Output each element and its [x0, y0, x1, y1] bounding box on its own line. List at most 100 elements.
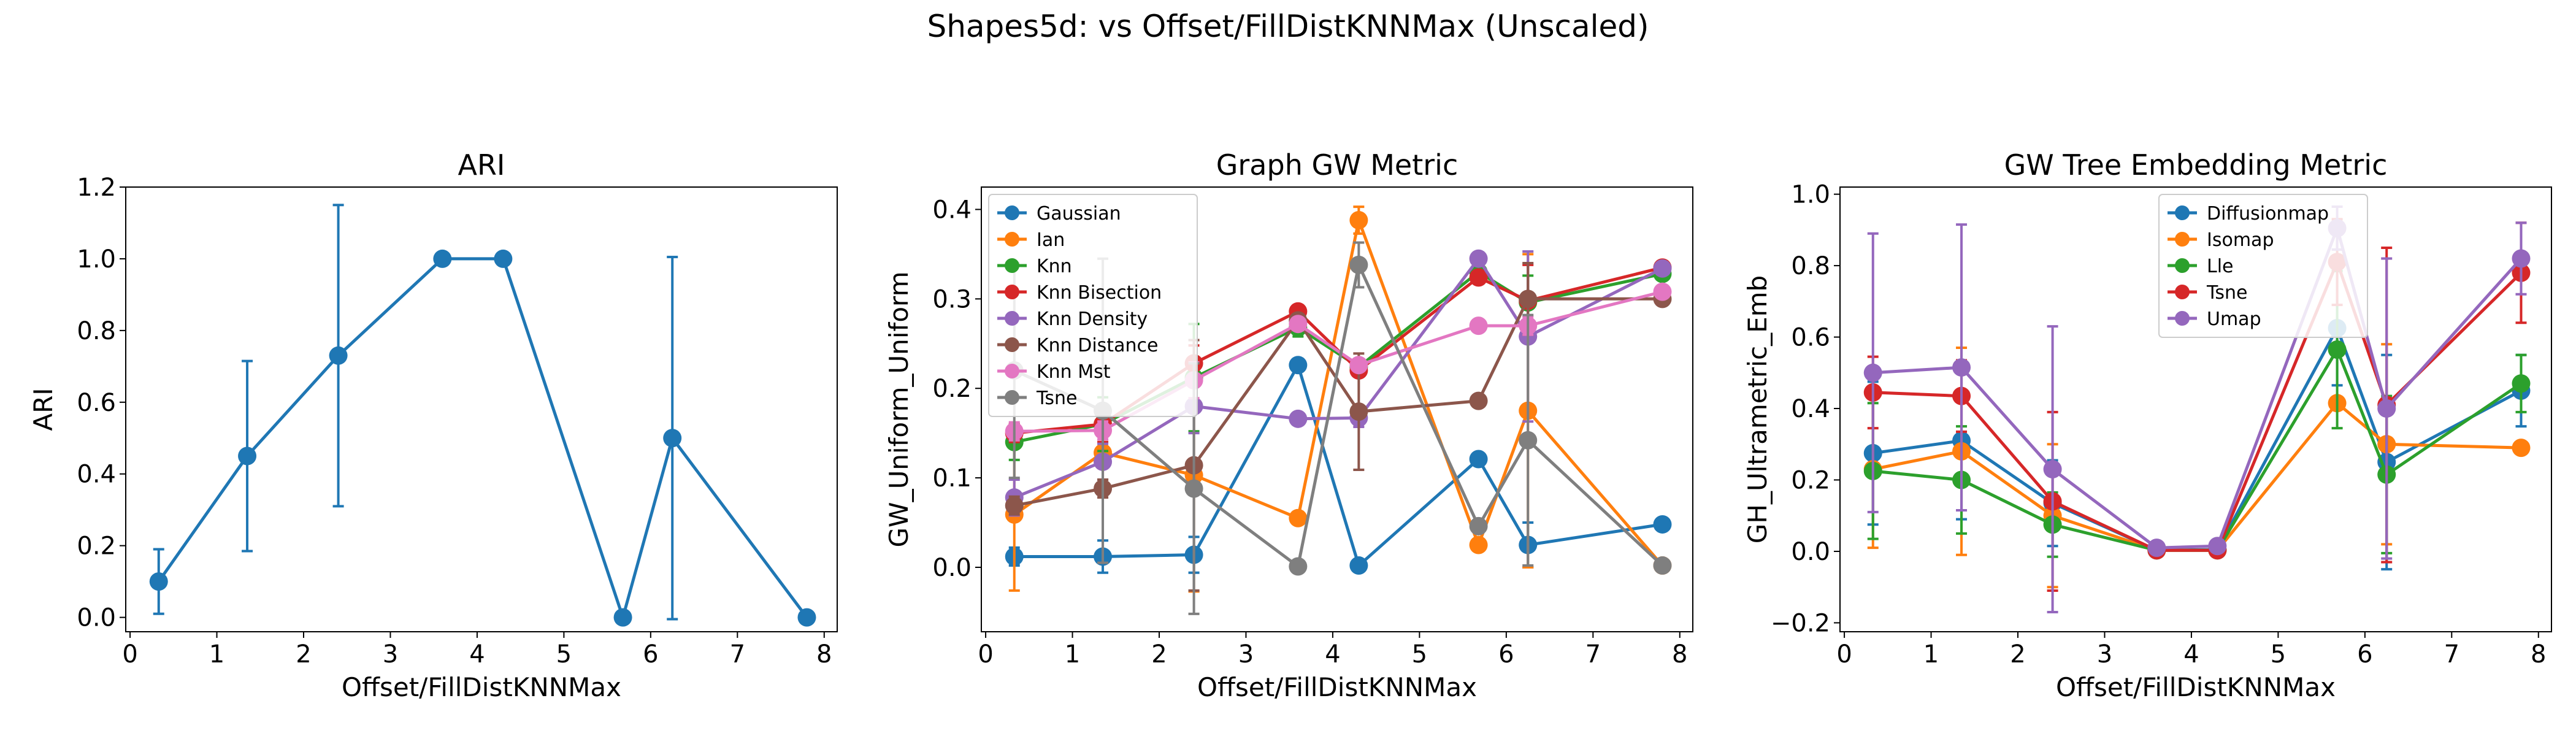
y-tick-label: 0.6	[1791, 324, 1830, 352]
chart-panel-2: Graph GW Metric 0 1 2 3 4 5 6 7 8 0.0 0.1 0.2 0.3 0.4 O…	[884, 148, 1693, 702]
legend-swatch-marker	[1005, 390, 1019, 405]
data-point	[2512, 439, 2531, 458]
y-tick-label: 0.3	[932, 285, 972, 313]
chart-title: ARI	[458, 148, 505, 182]
legend-label: Knn Bisection	[1037, 282, 1162, 304]
axes-frame	[981, 186, 1693, 632]
x-tick-label: 7	[1585, 640, 1601, 669]
data-point	[1519, 431, 1538, 450]
data-point	[613, 608, 632, 627]
data-point	[1349, 210, 1368, 229]
legend-label: Tsne	[2206, 282, 2247, 304]
y-axis-label: GH_Ultrametric_Emb	[1742, 275, 1773, 543]
y-tick-label: 0.4	[1791, 395, 1830, 423]
y-tick-label: 0.0	[932, 554, 972, 582]
x-axis-label: Offset/FillDistKNNMax	[2056, 672, 2336, 702]
y-tick-label: 0.8	[77, 317, 116, 345]
data-point	[1519, 289, 1538, 309]
x-tick-label: 5	[2271, 640, 2286, 669]
data-point	[1469, 450, 1488, 469]
legend-swatch-marker	[2175, 258, 2190, 273]
y-tick-label: 0.8	[1791, 252, 1830, 280]
data-point	[238, 447, 257, 466]
legend-label: Ian	[1037, 229, 1065, 251]
legend-label: Umap	[2207, 309, 2261, 330]
legend-label: Isomap	[2207, 229, 2274, 251]
y-tick-label: 0.0	[77, 604, 116, 632]
y-tick-label: 0.4	[77, 461, 116, 489]
chart-panel-3: GW Tree Embedding Metric 0 1 2 3 4 5 6 7 8 −0.2 0.0…	[1742, 148, 2552, 702]
data-point	[1653, 282, 1672, 301]
legend-swatch-marker	[2175, 285, 2190, 299]
legend-label: Knn	[1037, 256, 1072, 277]
y-axis-label: ARI	[28, 388, 58, 431]
series-line	[1014, 363, 1663, 567]
x-tick-label: 8	[2531, 640, 2546, 669]
axes-frame	[125, 186, 838, 632]
x-tick-label: 3	[383, 640, 398, 669]
data-point	[1653, 259, 1672, 278]
y-tick-label: 1.2	[77, 174, 116, 202]
series-1	[149, 204, 816, 627]
legend-swatch-marker	[2175, 232, 2190, 247]
legend-box	[988, 194, 1198, 417]
legend-swatch-marker	[1005, 311, 1019, 326]
chart-title: Graph GW Metric	[1216, 148, 1458, 182]
data-point	[1349, 402, 1368, 421]
x-tick-label: 2	[296, 640, 311, 669]
data-point	[1349, 556, 1368, 575]
legend-box	[2158, 194, 2368, 338]
x-tick-label: 3	[2097, 640, 2112, 669]
data-point	[149, 572, 168, 591]
legend-label: Knn Distance	[1037, 335, 1158, 356]
x-tick-label: 2	[1151, 640, 1167, 669]
data-point	[1289, 557, 1308, 576]
data-point	[2043, 460, 2062, 479]
series-line	[157, 257, 808, 619]
y-tick-label: 0.2	[1791, 467, 1830, 495]
data-point	[1469, 535, 1488, 554]
legend-label: Diffusionmap	[2207, 203, 2329, 224]
legend-label: Knn Density	[1037, 309, 1148, 330]
series-gaussian	[1005, 356, 1672, 575]
data-point	[1952, 358, 1971, 377]
y-tick-label: 0.1	[932, 464, 972, 493]
legend-label: Gaussian	[1037, 203, 1121, 224]
axes-frame	[1839, 186, 2552, 632]
legend-swatch-marker	[1005, 258, 1019, 273]
x-tick-label: 6	[643, 640, 658, 669]
data-point	[1184, 479, 1203, 498]
data-point	[2147, 539, 2166, 558]
x-tick-label: 6	[1498, 640, 1514, 669]
y-tick-label: 0.2	[77, 532, 116, 561]
series-line	[1013, 263, 1664, 568]
x-axis-label: Offset/FillDistKNNMax	[1197, 672, 1477, 702]
legend-swatch-marker	[1005, 364, 1019, 378]
data-point	[1469, 316, 1488, 335]
data-point	[1653, 515, 1672, 534]
x-tick-label: 7	[730, 640, 745, 669]
data-point	[2328, 340, 2347, 359]
chart-title: GW Tree Embedding Metric	[2004, 148, 2388, 182]
y-tick-label: 1.0	[1791, 181, 1830, 209]
x-tick-label: 8	[1672, 640, 1687, 669]
data-point	[2208, 537, 2227, 556]
figure-suptitle: Shapes5d: vs Offset/FillDistKNNMax (Unsc…	[927, 9, 1649, 44]
series-line	[1014, 297, 1663, 507]
data-point	[494, 249, 513, 268]
series-line	[1873, 401, 2521, 552]
legend-swatch-marker	[1005, 205, 1019, 220]
x-tick-label: 0	[978, 640, 993, 669]
legend: Gaussian Ian Knn Knn Bisection Knn Density Kn…	[988, 194, 1198, 417]
series-line	[1013, 218, 1664, 567]
data-point	[329, 346, 348, 365]
x-tick-label: 8	[816, 640, 832, 669]
legend-swatch-marker	[1005, 232, 1019, 247]
y-tick-label: 0.6	[77, 389, 116, 417]
y-tick-label: 0.2	[932, 375, 972, 403]
data-point	[1289, 409, 1308, 428]
data-point	[1349, 255, 1368, 274]
x-tick-label: 1	[1923, 640, 1939, 669]
data-point	[1289, 315, 1308, 334]
